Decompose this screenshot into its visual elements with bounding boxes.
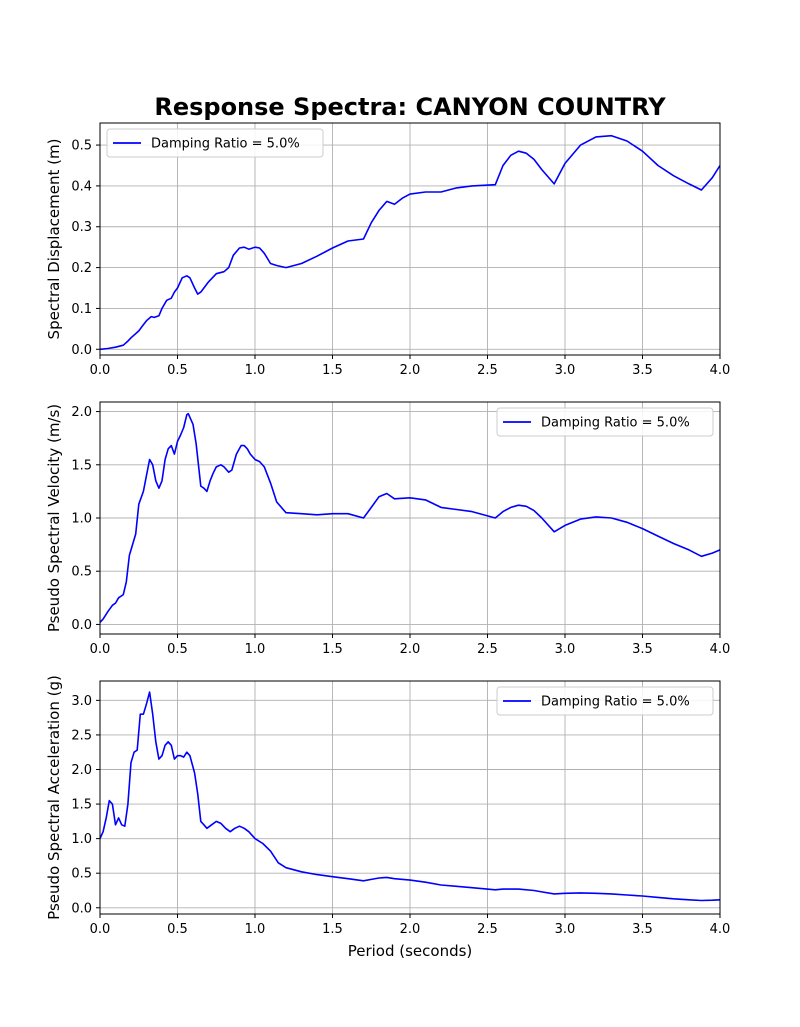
panel-1: 0.0 0.5 1.0 1.5 2.0 2.5 3.0 3.5 4.0 0.0 0.1 0.2 0.3 0… bbox=[45, 122, 731, 378]
x-tick-label: 3.5 bbox=[632, 642, 653, 657]
y-tick-label: 0.0 bbox=[71, 618, 92, 633]
legend-label: Damping Ratio = 5.0% bbox=[541, 416, 690, 431]
x-tick-label: 3.0 bbox=[555, 363, 576, 378]
legend: Damping Ratio = 5.0% bbox=[496, 407, 714, 437]
x-tick-label: 1.5 bbox=[322, 363, 343, 378]
x-tick-label: 1.0 bbox=[245, 642, 266, 657]
y-tick-label: 1.0 bbox=[71, 832, 92, 847]
x-tick-label: 3.5 bbox=[632, 363, 653, 378]
x-tick-label: 0.5 bbox=[167, 922, 188, 937]
legend-box bbox=[496, 686, 714, 716]
legend: Damping Ratio = 5.0% bbox=[106, 128, 324, 158]
y-tick-label: 2.5 bbox=[71, 728, 92, 743]
x-tick-label: 3.0 bbox=[555, 642, 576, 657]
y-axis-label: Pseudo Spectral Acceleration (g) bbox=[45, 675, 63, 920]
x-tick-label: 4.0 bbox=[710, 642, 731, 657]
x-tick-label: 3.5 bbox=[632, 922, 653, 937]
y-tick-label: 0.1 bbox=[71, 302, 92, 317]
y-tick-label: 0.0 bbox=[71, 343, 92, 358]
y-tick-label: 3.0 bbox=[71, 694, 92, 709]
x-tick-label: 1.5 bbox=[322, 922, 343, 937]
y-tick-label: 0.4 bbox=[71, 179, 92, 194]
y-tick-label: 0.5 bbox=[71, 867, 92, 882]
x-tick-label: 0.0 bbox=[90, 922, 111, 937]
series-line bbox=[99, 691, 721, 902]
x-tick-label: 2.0 bbox=[400, 363, 421, 378]
y-tick-label: 0.5 bbox=[71, 565, 92, 580]
y-tick-label: 0.2 bbox=[71, 261, 92, 276]
panel-3: 0.0 0.5 1.0 1.5 2.0 2.5 3.0 3.5 4.0 0.0 0.5 1.0 1.5 2… bbox=[45, 675, 730, 960]
x-tick-label: 3.0 bbox=[555, 922, 576, 937]
y-tick-label: 1.0 bbox=[71, 512, 92, 527]
y-axis-label: Pseudo Spectral Velocity (m/s) bbox=[45, 404, 63, 632]
x-tick-label: 1.5 bbox=[322, 642, 343, 657]
y-tick-label: 0.0 bbox=[71, 901, 92, 916]
x-tick-label: 0.5 bbox=[167, 642, 188, 657]
figure-title: Response Spectra: CANYON COUNTRY bbox=[154, 93, 666, 121]
y-tick-label: 2.0 bbox=[71, 405, 92, 420]
series-line bbox=[99, 134, 721, 351]
x-tick-label: 2.5 bbox=[477, 642, 498, 657]
y-tick-label: 1.5 bbox=[71, 458, 92, 473]
series-line bbox=[99, 412, 721, 623]
y-tick-label: 0.5 bbox=[71, 139, 92, 154]
y-axis-label: Spectral Displacement (m) bbox=[45, 139, 63, 340]
x-axis-label: Period (seconds) bbox=[348, 942, 473, 960]
x-tick-label: 2.0 bbox=[400, 642, 421, 657]
x-tick-label: 2.5 bbox=[477, 363, 498, 378]
y-tick-label: 0.3 bbox=[71, 220, 92, 235]
y-tick-label: 2.0 bbox=[71, 763, 92, 778]
panel-2: 0.0 0.5 1.0 1.5 2.0 2.5 3.0 3.5 4.0 0.0 0.5 1.0 1.5 2… bbox=[45, 401, 731, 657]
legend-label: Damping Ratio = 5.0% bbox=[541, 695, 690, 710]
x-tick-label: 0.0 bbox=[90, 642, 111, 657]
legend-label: Damping Ratio = 5.0% bbox=[151, 137, 300, 152]
x-tick-label: 2.0 bbox=[400, 922, 421, 937]
x-tick-label: 0.0 bbox=[90, 363, 111, 378]
legend-box bbox=[496, 407, 714, 437]
y-tick-label: 1.5 bbox=[71, 798, 92, 813]
x-tick-label: 2.5 bbox=[477, 922, 498, 937]
x-tick-label: 1.0 bbox=[245, 922, 266, 937]
x-tick-label: 0.5 bbox=[167, 363, 188, 378]
legend-box bbox=[106, 128, 324, 158]
x-tick-label: 1.0 bbox=[245, 363, 266, 378]
plot-frame bbox=[99, 122, 721, 356]
plot-frame bbox=[99, 680, 721, 915]
legend: Damping Ratio = 5.0% bbox=[496, 686, 714, 716]
x-tick-label: 4.0 bbox=[710, 922, 731, 937]
x-tick-label: 4.0 bbox=[710, 363, 731, 378]
plot-frame bbox=[99, 401, 721, 635]
